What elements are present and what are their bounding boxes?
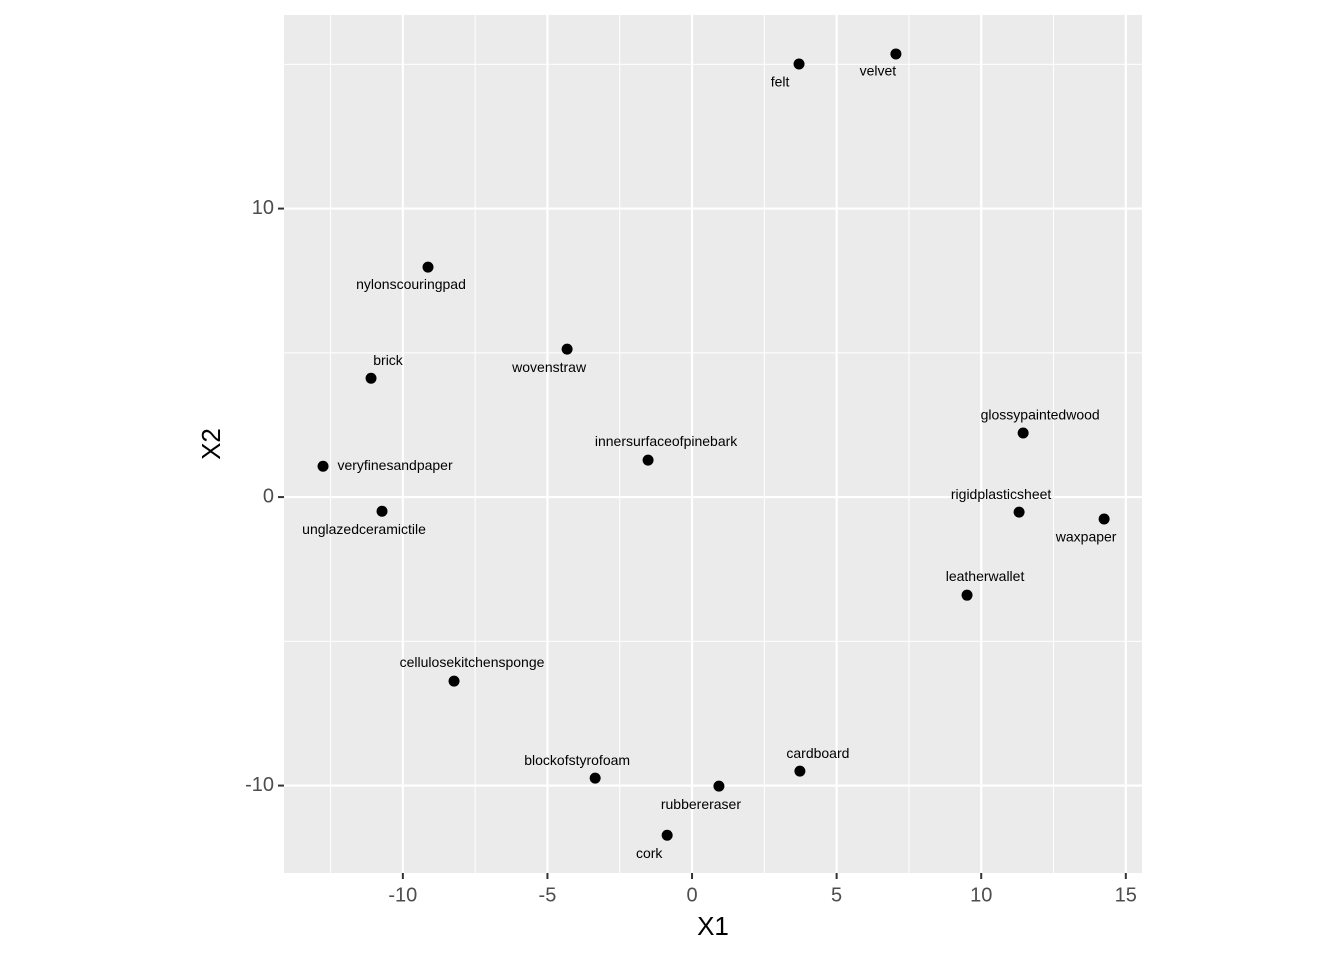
point-label: wovenstraw: [511, 359, 587, 375]
point: [1017, 427, 1029, 439]
point-label: cardboard: [786, 745, 849, 761]
point: [793, 58, 805, 70]
point: [1098, 513, 1110, 525]
point-label: innersurfaceofpinebark: [595, 433, 738, 449]
point: [961, 589, 973, 601]
point-label: rigidplasticsheet: [951, 486, 1051, 502]
y-tick-label: -10: [245, 774, 274, 796]
y-tick-label: 10: [252, 197, 274, 219]
point-label: cork: [636, 845, 663, 861]
x-tick-label: -5: [539, 884, 557, 906]
panel: [284, 15, 1142, 873]
point: [448, 675, 460, 687]
point: [1013, 506, 1025, 518]
point: [642, 454, 654, 466]
y-axis-title: X2: [196, 428, 226, 460]
x-tick-label: -10: [388, 884, 417, 906]
x-tick-label: 5: [831, 884, 842, 906]
point: [794, 765, 806, 777]
x-tick-label: 10: [970, 884, 992, 906]
x-tick-label: 15: [1115, 884, 1137, 906]
point: [713, 780, 725, 792]
point-label: veryfinesandpaper: [337, 457, 453, 473]
point: [890, 48, 902, 60]
point-label: leatherwallet: [946, 568, 1025, 584]
point-label: velvet: [860, 63, 897, 79]
point-label: glossypaintedwood: [981, 407, 1100, 423]
point-label: unglazedceramictile: [302, 521, 426, 537]
point: [661, 829, 673, 841]
point-label: blockofstyrofoam: [524, 752, 630, 768]
x-tick-label: 0: [686, 884, 697, 906]
point: [365, 372, 377, 384]
point-label: cellulosekitchensponge: [400, 654, 545, 670]
point-label: waxpaper: [1055, 529, 1117, 545]
point-label: brick: [373, 352, 404, 368]
point: [317, 460, 329, 472]
x-axis-title: X1: [697, 911, 729, 941]
point: [561, 343, 573, 355]
y-tick-label: 0: [263, 485, 274, 507]
point-label: nylonscouringpad: [356, 276, 466, 292]
point-label: felt: [771, 74, 790, 90]
point: [376, 505, 388, 517]
point: [589, 772, 601, 784]
point: [422, 261, 434, 273]
point-label: rubbereraser: [661, 796, 741, 812]
